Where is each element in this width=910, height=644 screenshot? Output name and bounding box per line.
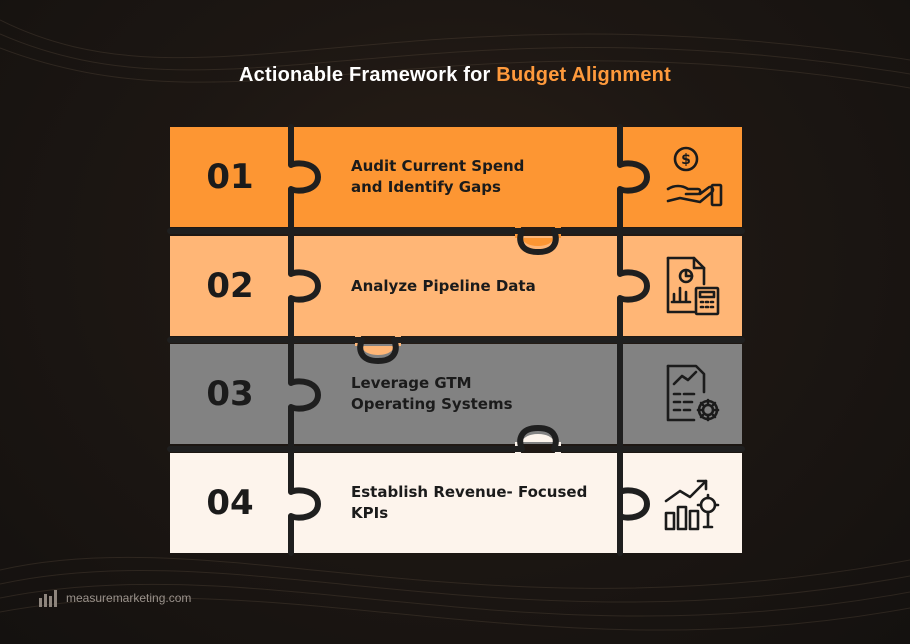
step-row-2: 02 Analyze Pipeline Data <box>170 236 742 336</box>
step-label-line1: Leverage GTM <box>351 374 472 392</box>
step-label-line2: Operating Systems <box>351 395 513 413</box>
report-calculator-icon <box>666 256 720 316</box>
knob-row2-down <box>355 334 401 355</box>
step-label: Audit Current Spend and Identify Gaps <box>351 127 611 227</box>
step-label-line1: Audit Current Spend <box>351 157 525 175</box>
step-number: 01 <box>206 157 254 197</box>
step-label: Analyze Pipeline Data <box>351 236 611 336</box>
step-label-line1: Establish Revenue- Focused <box>351 483 588 501</box>
money-hand-icon: $ <box>666 146 723 207</box>
page-title: Actionable Framework for Budget Alignmen… <box>0 64 910 87</box>
measure-marketing-logo-icon <box>39 590 57 607</box>
step-label: Leverage GTM Operating Systems <box>351 344 611 444</box>
step-label-line2: KPIs <box>351 504 389 522</box>
knob-row1-down <box>515 225 561 246</box>
document-gear-icon <box>666 364 720 422</box>
step-row-3: 03 Leverage GTM Operating Systems <box>170 344 742 444</box>
footer: measuremarketing.com <box>38 588 191 608</box>
step-label-line2: and Identify Gaps <box>351 178 501 196</box>
title-highlight: Budget Alignment <box>496 64 671 86</box>
step-number: 02 <box>206 266 254 306</box>
growth-chart-icon <box>664 479 720 531</box>
footer-site-text: measuremarketing.com <box>66 591 192 605</box>
svg-text:$: $ <box>681 152 691 168</box>
knob-row4-up <box>515 434 561 455</box>
step-label-line1: Analyze Pipeline Data <box>351 276 536 295</box>
step-row-4: 04 Establish Revenue- Focused KPIs <box>170 453 742 553</box>
step-row-1: 01 Audit Current Spend and Identify Gaps… <box>170 127 742 227</box>
step-label: Establish Revenue- Focused KPIs <box>351 453 611 553</box>
step-number: 03 <box>206 374 254 414</box>
title-prefix: Actionable Framework for <box>239 64 497 86</box>
row-3-background <box>170 344 742 444</box>
step-number: 04 <box>206 483 254 523</box>
